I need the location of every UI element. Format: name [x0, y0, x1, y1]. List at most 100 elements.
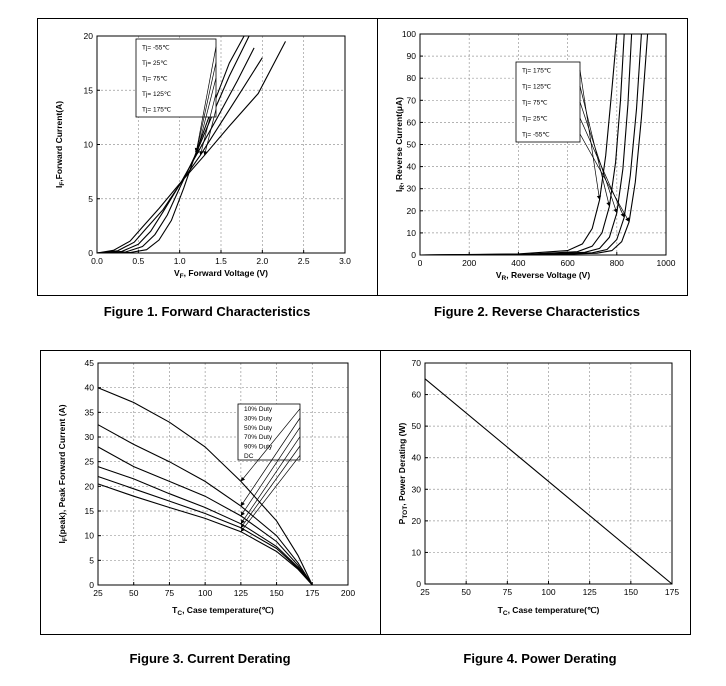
legend-entry: Tj= -55℃ — [522, 132, 550, 139]
y-tick-label: 10 — [85, 531, 95, 541]
legend-arrow-head — [240, 476, 246, 482]
y-axis-label: PTOT, Power Derating (W) — [397, 422, 409, 524]
y-tick-label: 100 — [402, 29, 416, 39]
x-tick-label: 0.5 — [132, 256, 144, 266]
series-line-5 — [419, 33, 649, 256]
legend-entry: Tj= 175℃ — [142, 107, 172, 114]
x-tick-label: 400 — [511, 258, 525, 268]
legend-arrow-head — [203, 150, 208, 156]
y-tick-label: 60 — [407, 117, 417, 127]
series-line-3 — [97, 446, 313, 586]
y-tick-label: 30 — [85, 432, 95, 442]
legend-arrow-line — [579, 133, 630, 223]
x-tick-label: 175 — [665, 587, 679, 597]
legend-arrow-head — [596, 195, 602, 200]
legend-arrow-line — [199, 93, 217, 156]
legend-entry: 70% Duty — [244, 434, 273, 441]
legend-arrow-line — [240, 455, 301, 532]
y-tick-label: 25 — [85, 457, 95, 467]
legend-arrow-head — [606, 201, 611, 207]
legend-arrow-head — [195, 150, 200, 156]
legend-arrow-head — [199, 150, 204, 156]
legend-arrow-line — [195, 46, 217, 153]
y-tick-label: 0 — [411, 250, 416, 260]
y-tick-label: 70 — [412, 358, 422, 368]
y-tick-label: 5 — [88, 194, 93, 204]
series-line-4 — [96, 57, 263, 254]
series-line-1 — [424, 378, 673, 585]
x-tick-label: 100 — [541, 587, 555, 597]
y-axis-label: IF(peak), Peak Forward Current (A) — [57, 404, 69, 543]
legend-arrow-line — [195, 77, 217, 156]
x-tick-label: 100 — [198, 588, 212, 598]
y-tick-label: 80 — [407, 73, 417, 83]
figure-2-caption: Figure 2. Reverse Characteristics — [434, 304, 640, 319]
x-tick-label: 75 — [503, 587, 513, 597]
figure-1-caption: Figure 1. Forward Characteristics — [103, 304, 311, 319]
series-line-4 — [97, 466, 313, 586]
plot-frame — [97, 362, 349, 586]
x-tick-label: 150 — [269, 588, 283, 598]
legend-entry: 10% Duty — [244, 406, 273, 413]
y-tick-label: 45 — [85, 358, 95, 368]
legend-arrow-head — [620, 212, 625, 218]
legend-entry: Tj= 75℃ — [522, 100, 548, 107]
legend-arrow-line — [240, 408, 301, 482]
figure-3-panel: 25 50 75 100 125 150 175 200 0 5 10 15 20 25 30 35 40 45 T… — [40, 350, 382, 635]
x-tick-label: 125 — [583, 587, 597, 597]
y-tick-label: 15 — [85, 506, 95, 516]
legend-arrow-line — [240, 436, 301, 525]
legend-entry: Tj= 125℃ — [142, 91, 172, 98]
x-tick-label: 125 — [234, 588, 248, 598]
x-tick-label: 150 — [624, 587, 638, 597]
x-tick-label: 3.0 — [339, 256, 351, 266]
legend-arrow-head — [240, 511, 245, 516]
legend-box — [135, 38, 217, 118]
forward-characteristics-chart: 0.0 0.5 1.0 1.5 2.0 2.5 3.0 0 5 10 15 20 VF, Forward… — [54, 31, 351, 280]
series-line-2 — [96, 35, 250, 254]
legend-arrow-head — [240, 523, 245, 528]
legend-entry: Tj= 75℃ — [142, 76, 168, 83]
x-tick-label: 200 — [462, 258, 476, 268]
current-derating-chart: 25 50 75 100 125 150 175 200 0 5 10 15 20 25 30 35 40 45 T… — [57, 358, 355, 617]
x-tick-label: 1.5 — [215, 256, 227, 266]
y-tick-label: 90 — [407, 51, 417, 61]
y-tick-label: 40 — [407, 162, 417, 172]
y-tick-label: 0 — [89, 580, 94, 590]
figure-1-panel: 0.0 0.5 1.0 1.5 2.0 2.5 3.0 0 5 10 15 20 VF, Forward… — [37, 18, 379, 296]
legend-arrow-line — [240, 445, 301, 528]
legend-entry: Tj= 175℃ — [522, 68, 552, 75]
series-line-5 — [96, 41, 286, 254]
legend-arrow-line — [579, 117, 625, 218]
legend-arrow-line — [579, 101, 618, 214]
legend-entry: 50% Duty — [244, 425, 273, 432]
legend-arrow-line — [240, 427, 301, 517]
series-line-5 — [97, 475, 313, 586]
legend-entry: 90% Duty — [244, 444, 273, 451]
series-line-6 — [97, 483, 313, 586]
y-tick-label: 40 — [85, 383, 95, 393]
y-tick-label: 20 — [412, 516, 422, 526]
legend-entry: Tj= -55℃ — [142, 44, 170, 51]
y-tick-label: 5 — [89, 555, 94, 565]
x-axis-label: TC, Case temperature(℃) — [172, 605, 274, 617]
legend-box — [515, 61, 581, 143]
figure-4-caption: Figure 4. Power Derating — [463, 651, 617, 666]
y-tick-label: 20 — [85, 481, 95, 491]
y-tick-label: 40 — [412, 453, 422, 463]
x-tick-label: 175 — [305, 588, 319, 598]
legend-entry: DC — [244, 453, 254, 460]
series-line-1 — [97, 387, 313, 586]
y-axis-label: IF,Forward Current(A) — [54, 101, 66, 188]
legend-arrow-line — [579, 69, 600, 200]
y-tick-label: 10 — [84, 140, 94, 150]
legend-arrow-line — [204, 109, 217, 156]
x-tick-label: 50 — [461, 587, 471, 597]
legend-entry: Tj= 125℃ — [522, 84, 552, 91]
x-axis-label: VF, Forward Voltage (V) — [174, 268, 268, 280]
x-axis-label: TC, Case temperature(℃) — [498, 605, 600, 617]
legend-arrow-line — [240, 417, 301, 507]
y-tick-label: 30 — [412, 484, 422, 494]
series-line-3 — [419, 33, 633, 256]
x-tick-label: 0.0 — [91, 256, 103, 266]
